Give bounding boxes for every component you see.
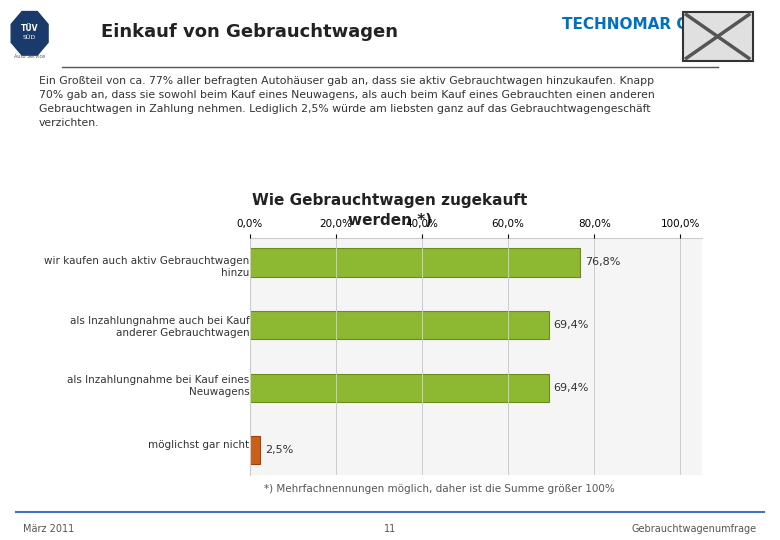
Text: Einkauf von Gebrauchtwagen: Einkauf von Gebrauchtwagen <box>101 23 399 40</box>
Text: 76,8%: 76,8% <box>585 258 620 267</box>
Bar <box>250 436 261 464</box>
Bar <box>250 311 548 339</box>
Text: Ein Großteil von ca. 77% aller befragten Autohäuser gab an, dass sie aktiv Gebra: Ein Großteil von ca. 77% aller befragten… <box>39 76 654 127</box>
Text: als Inzahlungnahme bei Kauf eines
Neuwagens: als Inzahlungnahme bei Kauf eines Neuwag… <box>67 375 250 397</box>
Text: 11: 11 <box>384 524 396 534</box>
Text: 69,4%: 69,4% <box>553 320 588 330</box>
Text: wir kaufen auch aktiv Gebrauchtwagen
hinzu: wir kaufen auch aktiv Gebrauchtwagen hin… <box>44 256 250 278</box>
Text: 2,5%: 2,5% <box>264 446 293 455</box>
Text: 69,4%: 69,4% <box>553 383 588 393</box>
Text: möglichst gar nicht: möglichst gar nicht <box>148 441 250 450</box>
Text: Gebrauchtwagenumfrage: Gebrauchtwagenumfrage <box>632 524 757 534</box>
Text: *) Mehrfachnennungen möglich, daher ist die Summe größer 100%: *) Mehrfachnennungen möglich, daher ist … <box>264 484 615 494</box>
Text: März 2011: März 2011 <box>23 524 75 534</box>
Bar <box>682 11 753 62</box>
Bar <box>250 374 548 402</box>
Polygon shape <box>11 11 48 55</box>
Text: Wie Gebrauchtwagen zugekauft
werden *): Wie Gebrauchtwagen zugekauft werden *) <box>252 193 528 228</box>
Text: TECHNOMAR GMBH: TECHNOMAR GMBH <box>562 17 728 32</box>
Text: SÜD: SÜD <box>23 35 36 40</box>
Text: als Inzahlungnahme auch bei Kauf
anderer Gebrauchtwagen: als Inzahlungnahme auch bei Kauf anderer… <box>70 316 250 338</box>
Bar <box>250 248 580 276</box>
Text: TÜV: TÜV <box>21 24 38 33</box>
Text: Auto Service: Auto Service <box>14 54 45 59</box>
